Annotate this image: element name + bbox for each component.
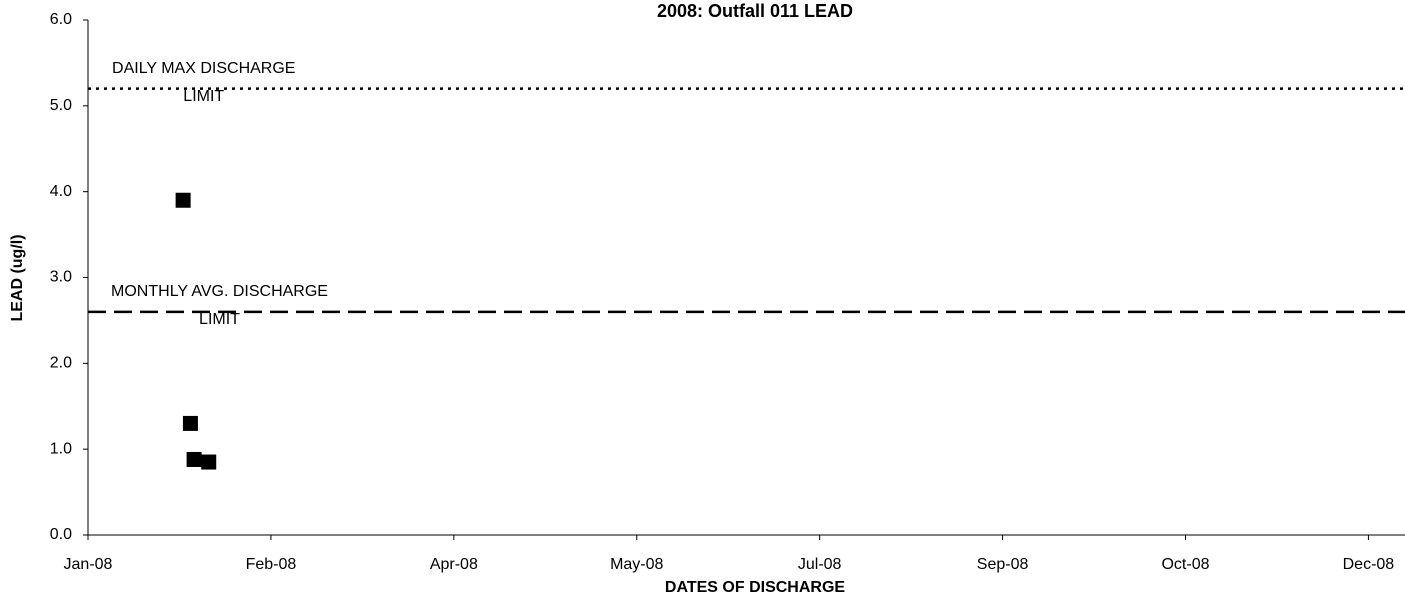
- x-tick-label: Dec-08: [1343, 556, 1395, 573]
- x-tick-label: Oct-08: [1161, 556, 1209, 573]
- x-tick-label: Apr-08: [430, 556, 478, 573]
- x-tick-label: Feb-08: [246, 556, 297, 573]
- y-tick-label: 0.0: [50, 526, 72, 543]
- marker: [182, 415, 198, 431]
- y-tick-label: 4.0: [50, 183, 72, 200]
- marker: [186, 451, 202, 467]
- reference-label: DAILY MAX DISCHARGE: [112, 60, 295, 77]
- x-tick-label: May-08: [610, 556, 663, 573]
- x-tick-label: Sep-08: [977, 556, 1029, 573]
- marker: [175, 192, 191, 208]
- reference-label: MONTHLY AVG. DISCHARGE: [111, 283, 328, 300]
- y-axis-label: LEAD (ug/l): [9, 234, 26, 321]
- y-tick-label: 3.0: [50, 269, 72, 286]
- x-tick-label: Jan-08: [64, 556, 113, 573]
- y-tick-label: 2.0: [50, 355, 72, 372]
- reference-label: LIMIT: [199, 311, 240, 328]
- reference-label: LIMIT: [183, 88, 224, 105]
- x-tick-label: Jul-08: [798, 556, 842, 573]
- y-tick-label: 6.0: [50, 11, 72, 28]
- marker: [201, 454, 217, 470]
- y-tick-label: 5.0: [50, 97, 72, 114]
- chart-title: 2008: Outfall 011 LEAD: [657, 1, 853, 21]
- x-axis-label: DATES OF DISCHARGE: [665, 579, 845, 596]
- y-tick-label: 1.0: [50, 440, 72, 457]
